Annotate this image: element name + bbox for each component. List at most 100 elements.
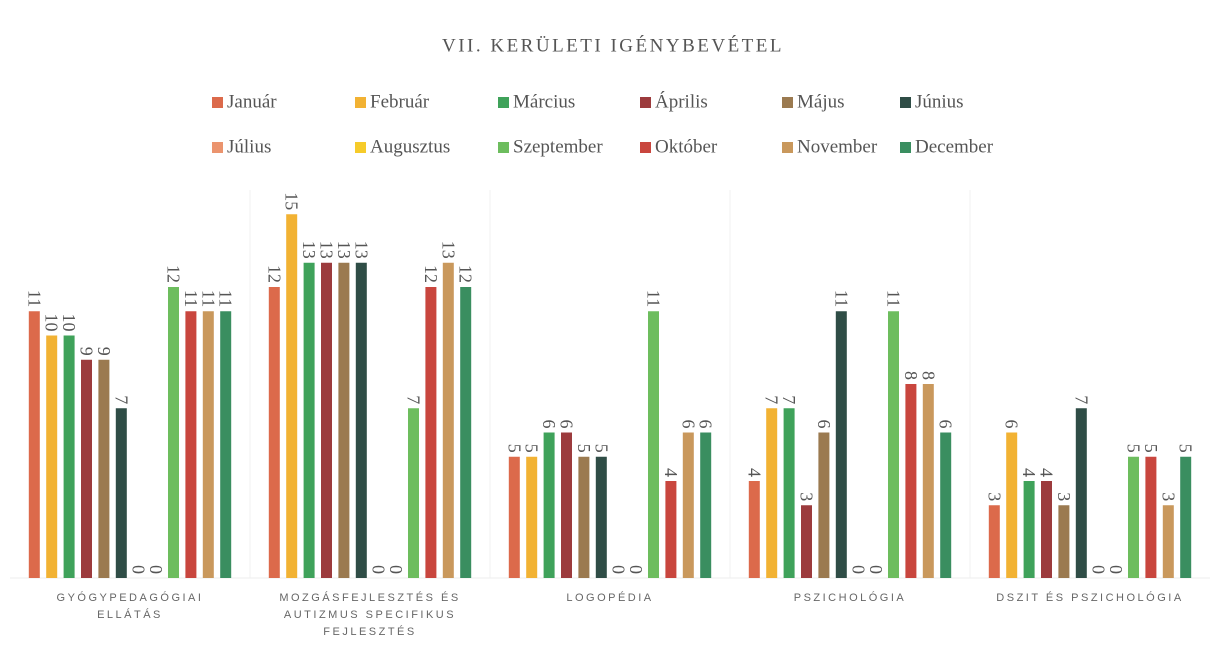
legend-label: Március — [513, 91, 575, 112]
legend-swatch — [640, 142, 651, 153]
data-label: 5 — [1176, 444, 1196, 453]
data-label: 11 — [644, 290, 664, 307]
bar — [1058, 505, 1070, 578]
chart-title: VII. KERÜLETI IGÉNYBEVÉTEL — [442, 34, 784, 56]
bar — [988, 505, 1000, 578]
data-label: 3 — [984, 492, 1004, 501]
bar — [268, 287, 280, 578]
bar — [338, 262, 350, 578]
bar — [321, 262, 332, 578]
data-label: 3 — [1054, 492, 1074, 501]
bar — [1006, 432, 1018, 578]
data-label: 0 — [369, 565, 389, 574]
data-label: 7 — [762, 395, 782, 404]
data-label: 8 — [918, 371, 938, 380]
data-label: 0 — [1106, 565, 1126, 574]
data-label: 9 — [94, 347, 114, 356]
bar — [98, 359, 110, 578]
data-label: 9 — [77, 347, 97, 356]
legend-swatch — [900, 97, 911, 108]
legend-swatch — [782, 142, 793, 153]
bar — [682, 432, 694, 578]
data-label: 13 — [317, 241, 337, 259]
bar — [700, 432, 712, 578]
data-label: 3 — [797, 492, 817, 501]
bar — [286, 214, 298, 578]
data-label: 4 — [1019, 468, 1039, 477]
bar — [63, 335, 75, 578]
data-label: 11 — [831, 290, 851, 307]
data-label: 11 — [884, 290, 904, 307]
data-label: 6 — [678, 420, 698, 429]
bar — [1162, 505, 1174, 578]
bar — [835, 311, 847, 578]
legend-label: Október — [655, 136, 718, 157]
data-label: 5 — [1124, 444, 1144, 453]
bar — [801, 505, 812, 578]
x-tick-label: PSZICHOLÓGIA — [793, 592, 907, 604]
data-label: 5 — [574, 444, 594, 453]
data-label: 4 — [1037, 468, 1057, 477]
bar — [46, 335, 58, 578]
bar — [303, 262, 315, 578]
data-label: 5 — [522, 444, 542, 453]
bar — [922, 384, 934, 578]
data-label: 12 — [164, 265, 184, 283]
data-label: 11 — [24, 290, 44, 307]
data-label: 4 — [744, 468, 764, 477]
x-tick-label: MOZGÁSFEJLESZTÉS ÉS AUTIZMUS SPECIFIKUS … — [279, 592, 461, 638]
bar — [526, 456, 538, 578]
data-label: 0 — [146, 565, 166, 574]
data-label: 12 — [264, 265, 284, 283]
bar — [508, 456, 520, 578]
bar — [425, 287, 437, 578]
bar — [408, 408, 419, 578]
data-label: 0 — [626, 565, 646, 574]
legend-swatch — [782, 97, 793, 108]
data-label: 10 — [42, 314, 62, 332]
legend-label: Május — [797, 91, 845, 112]
bar — [442, 262, 454, 578]
bar — [1075, 408, 1087, 578]
data-label: 3 — [1158, 492, 1178, 501]
legend-label: Szeptember — [513, 136, 603, 157]
data-label: 5 — [1141, 444, 1161, 453]
data-label: 13 — [334, 241, 354, 259]
bar — [168, 287, 179, 578]
legend-swatch — [212, 142, 223, 153]
legend-swatch — [355, 97, 366, 108]
bar — [202, 311, 214, 578]
legend-label: Április — [655, 90, 708, 112]
data-label: 8 — [901, 371, 921, 380]
bar — [1180, 456, 1192, 578]
data-label: 12 — [456, 265, 476, 283]
data-label: 13 — [438, 241, 458, 259]
data-label: 6 — [814, 420, 834, 429]
bar — [905, 384, 917, 578]
data-label: 13 — [299, 241, 319, 259]
bar — [888, 311, 899, 578]
data-label: 4 — [661, 468, 681, 477]
bar — [185, 311, 197, 578]
data-label: 0 — [129, 565, 149, 574]
bar — [595, 456, 607, 578]
data-label: 10 — [59, 314, 79, 332]
data-label: 0 — [849, 565, 869, 574]
data-label: 6 — [936, 420, 956, 429]
bar — [220, 311, 232, 578]
bar — [460, 287, 472, 578]
bar — [81, 359, 92, 578]
data-label: 15 — [282, 192, 302, 210]
legend-swatch — [640, 97, 651, 108]
bar — [578, 456, 590, 578]
bar — [766, 408, 778, 578]
bar — [28, 311, 40, 578]
legend-label: Július — [227, 136, 271, 157]
data-label: 0 — [609, 565, 629, 574]
data-label: 6 — [557, 420, 577, 429]
data-label: 12 — [421, 265, 441, 283]
bar — [665, 481, 677, 578]
x-tick-label: LOGOPÉDIA — [566, 592, 654, 604]
legend-label: Január — [227, 91, 277, 112]
